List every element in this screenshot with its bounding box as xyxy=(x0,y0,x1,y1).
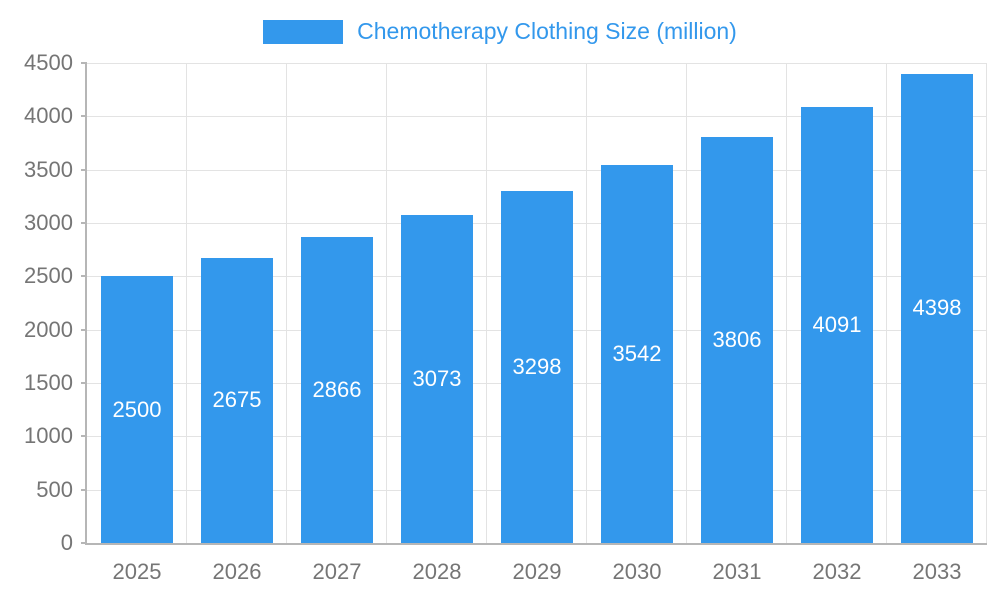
y-axis-tick-mark xyxy=(81,62,87,64)
legend-swatch-icon xyxy=(263,19,344,44)
bar-2033: 4398 xyxy=(901,73,973,543)
gridline-vertical xyxy=(486,63,487,543)
x-tick-label: 2025 xyxy=(112,559,162,584)
bar-value-label: 3542 xyxy=(612,341,662,367)
bar-value-label: 2866 xyxy=(312,377,362,403)
gridline-vertical xyxy=(986,63,987,543)
x-tick-label: 2033 xyxy=(912,559,962,584)
y-tick-label: 1000 xyxy=(24,423,73,449)
gridline-vertical xyxy=(686,63,687,543)
y-tick-label: 500 xyxy=(36,476,73,502)
y-axis-tick-mark xyxy=(81,275,87,278)
y-tick-label: 4000 xyxy=(24,103,73,129)
y-axis-tick-mark xyxy=(81,328,87,331)
gridline-vertical xyxy=(286,63,287,543)
x-tick-label: 2027 xyxy=(312,559,362,584)
legend-label: Chemotherapy Clothing Size (million) xyxy=(357,18,737,44)
bar-value-label: 4398 xyxy=(912,295,962,321)
x-tick-label: 2028 xyxy=(412,559,462,584)
gridline-horizontal xyxy=(87,63,987,64)
x-tick-label: 2029 xyxy=(512,559,562,584)
y-tick-label: 2500 xyxy=(24,263,73,289)
bar-value-label: 3298 xyxy=(512,354,562,380)
y-tick-label: 4500 xyxy=(24,50,73,75)
bar-value-label: 2500 xyxy=(112,396,162,422)
bar-2029: 3298 xyxy=(501,191,573,543)
x-tick-label: 2031 xyxy=(712,559,762,584)
bar-value-label: 3073 xyxy=(412,366,462,392)
bar-2032: 4091 xyxy=(801,106,873,543)
y-tick-label: 1500 xyxy=(24,370,73,395)
bar-2031: 3806 xyxy=(701,137,773,543)
y-tick-label: 0 xyxy=(60,530,73,555)
bar-2030: 3542 xyxy=(601,165,673,543)
y-axis-tick-mark xyxy=(81,382,87,384)
y-axis-tick-mark xyxy=(81,115,87,118)
y-axis-tick-mark xyxy=(81,435,87,438)
x-tick-label: 2030 xyxy=(612,559,662,584)
bar-value-label: 2675 xyxy=(212,387,262,413)
gridline-vertical xyxy=(786,63,787,543)
gridline-horizontal xyxy=(87,116,987,118)
x-tick-label: 2032 xyxy=(812,559,862,584)
bar-chart-plot-area: 0 500 1000 1500 2000 2500 3000 3500 4000 4500 2500… xyxy=(24,50,987,584)
gridline-vertical xyxy=(386,63,387,543)
y-tick-label: 2000 xyxy=(24,316,73,342)
y-tick-label: 3000 xyxy=(24,210,73,235)
bar-2025: 2500 xyxy=(101,276,173,543)
gridline-vertical xyxy=(186,63,187,543)
y-axis-tick-mark xyxy=(81,168,87,171)
y-axis-tick-mark xyxy=(81,542,87,544)
gridline-vertical xyxy=(586,63,587,543)
y-axis-tick-mark xyxy=(81,222,87,224)
bar-2028: 3073 xyxy=(401,215,473,543)
x-tick-label: 2026 xyxy=(212,559,262,584)
bar-value-label: 4091 xyxy=(812,311,862,337)
gridline-vertical xyxy=(886,63,887,543)
y-axis-tick-mark xyxy=(81,488,87,491)
y-tick-label: 3500 xyxy=(24,156,73,182)
bar-2027: 2866 xyxy=(301,237,373,543)
bar-2026: 2675 xyxy=(201,257,273,543)
bar-value-label: 3806 xyxy=(712,327,762,353)
legend: Chemotherapy Clothing Size (million) xyxy=(0,18,1000,45)
gridline-horizontal xyxy=(87,169,987,171)
